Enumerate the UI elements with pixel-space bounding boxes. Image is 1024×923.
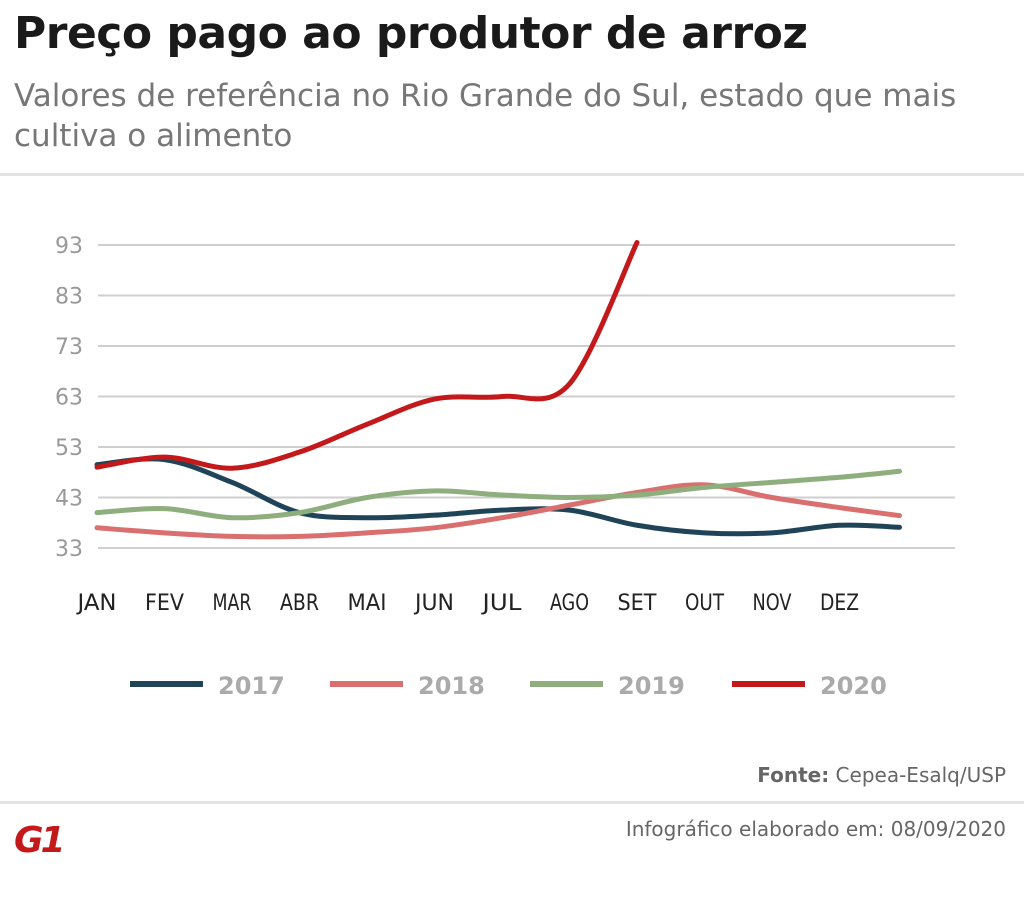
x-tick-label: AGO	[550, 591, 589, 616]
chart-title: Preço pago ao produtor de arroz	[14, 8, 808, 59]
series-line-2018	[94, 482, 902, 540]
x-tick-label: MAR	[213, 591, 252, 616]
x-tick-label: DEZ	[820, 591, 859, 616]
g1-logo: G1	[14, 820, 66, 861]
source-text: Fonte: Cepea-Esalq/USP	[757, 763, 1006, 787]
series-line-2019	[94, 468, 902, 521]
legend-label-2017: 2017	[218, 672, 285, 700]
x-tick-label: JAN	[75, 591, 116, 616]
x-tick-label: JUN	[413, 591, 454, 616]
chart-subtitle: Valores de referência no Rio Grande do S…	[14, 78, 957, 154]
x-tick-label: NOV	[753, 591, 792, 616]
divider	[0, 801, 1024, 804]
legend-label-2019: 2019	[618, 672, 685, 700]
y-tick-label: 53	[55, 436, 83, 461]
source-label: Fonte:	[757, 763, 830, 787]
source-value: Cepea-Esalq/USP	[829, 763, 1006, 787]
y-tick-label: 63	[55, 386, 83, 411]
y-tick-label: 43	[55, 487, 83, 512]
line-chart: 33 43 53 63 73 83 93 JAN FEV MAR ABR MAI JUN JUL AGO SE…	[55, 234, 955, 700]
legend-label-2020: 2020	[820, 672, 887, 700]
x-tick-label: SET	[618, 591, 658, 616]
y-tick-label: 33	[55, 537, 83, 562]
credit-text: Infográfico elaborado em: 08/09/2020	[625, 817, 1006, 841]
y-tick-label: 93	[55, 234, 83, 259]
x-tick-label: JUL	[480, 591, 522, 616]
x-tick-label: ABR	[280, 591, 319, 616]
x-tick-label: FEV	[145, 591, 184, 616]
y-tick-label: 73	[55, 335, 83, 360]
x-tick-label: OUT	[685, 591, 724, 616]
legend-label-2018: 2018	[418, 672, 485, 700]
x-tick-label: MAI	[348, 591, 387, 616]
y-tick-label: 83	[55, 285, 83, 310]
divider	[0, 173, 1024, 176]
series-line-2020	[94, 239, 640, 471]
series-line-2017	[94, 456, 902, 537]
